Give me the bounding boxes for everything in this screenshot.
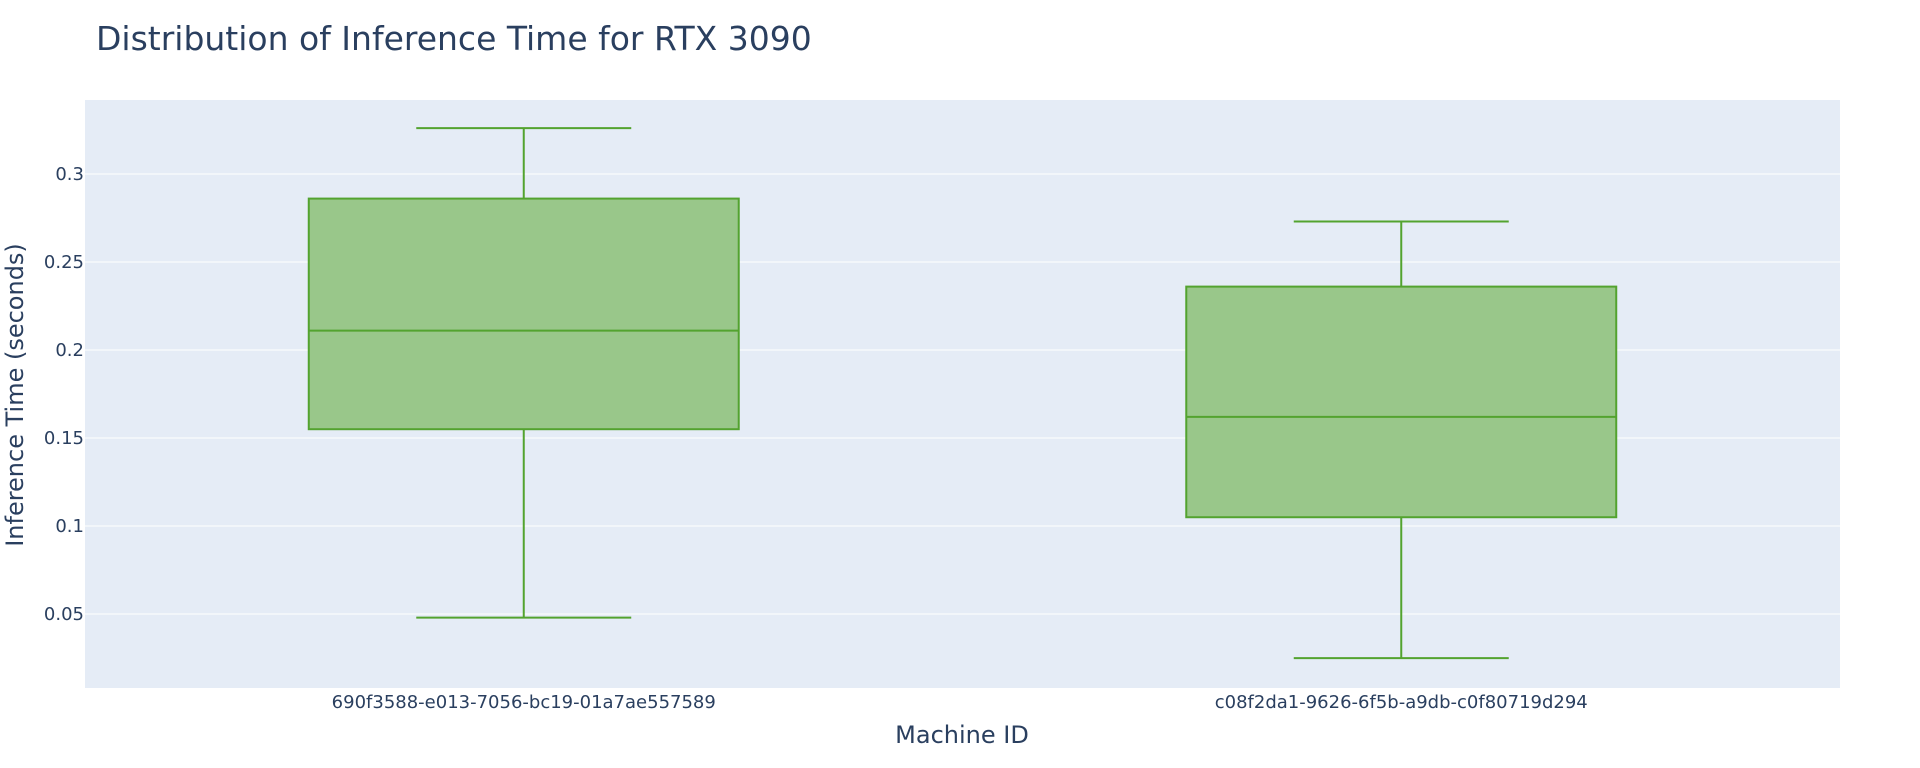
boxes	[307, 127, 1618, 660]
y-tick-label: 0.25	[44, 252, 84, 273]
box-group	[307, 127, 740, 619]
box-group	[1185, 220, 1618, 660]
y-axis-label: Inference Time (seconds)	[1, 243, 29, 547]
y-tick-label: 0.1	[55, 516, 84, 537]
chart-title: Distribution of Inference Time for RTX 3…	[96, 19, 812, 58]
y-tick-label: 0.15	[44, 428, 84, 449]
iqr-box	[307, 197, 740, 431]
x-axis-label: Machine ID	[895, 721, 1029, 749]
y-tick-label: 0.3	[55, 164, 84, 185]
x-tick-label: 690f3588-e013-7056-bc19-01a7ae557589	[332, 692, 716, 713]
x-tick-labels: 690f3588-e013-7056-bc19-01a7ae557589 c08f…	[332, 692, 1588, 713]
y-tick-label: 0.2	[55, 340, 84, 361]
x-tick-label: c08f2da1-9626-6f5b-a9db-c0f80719d294	[1215, 692, 1588, 713]
iqr-box	[1185, 285, 1618, 519]
y-tick-labels: 0.05 0.1 0.15 0.2 0.25 0.3	[44, 164, 84, 625]
y-tick-label: 0.05	[44, 604, 84, 625]
